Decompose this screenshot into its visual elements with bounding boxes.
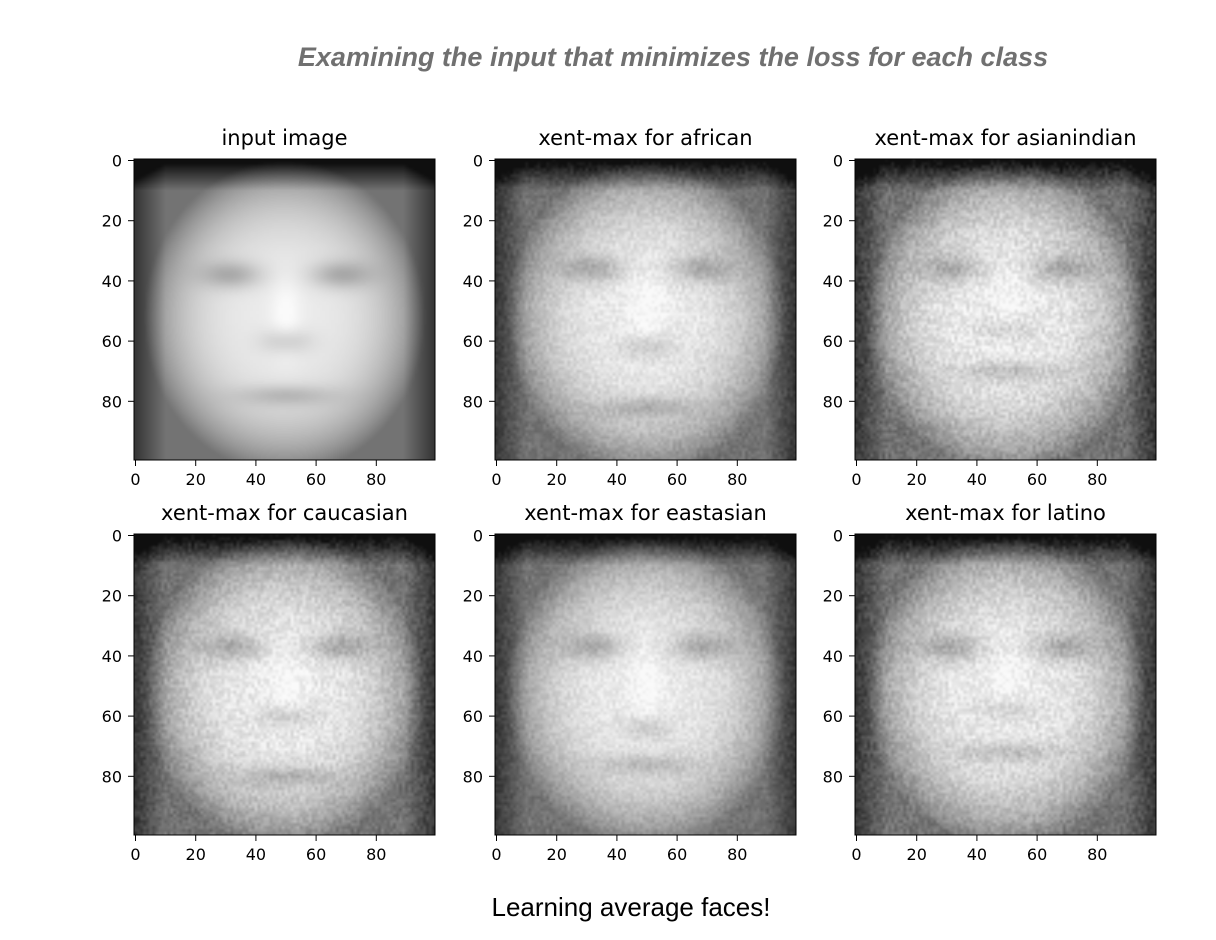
x-tick-label: 60 [306,470,326,489]
x-tick-label: 40 [246,470,266,489]
y-tick-label: 80 [823,767,843,786]
y-tick-label: 80 [823,392,843,411]
y-tick-label: 60 [463,332,483,351]
y-tick-label: 60 [102,707,122,726]
x-tick-label: 80 [366,845,386,864]
face-panel: xent-max for latino 0 20 40 60 80 0 20 40 60 80 [823,501,1157,864]
panel-title: xent-max for caucasian [161,501,408,525]
y-tick-label: 40 [823,647,843,666]
x-tick-label: 20 [547,845,567,864]
x-tick-label: 60 [1027,470,1047,489]
y-tick-label: 80 [102,392,122,411]
x-tick-label: 80 [1087,845,1107,864]
panel-title: xent-max for eastasian [524,501,767,525]
x-tick-label: 20 [186,470,206,489]
y-tick-label: 20 [463,587,483,606]
x-tick-label: 0 [491,470,501,489]
face-image [134,159,435,460]
axes-frame [133,533,436,836]
y-tick-label: 0 [473,152,483,171]
y-tick-label: 40 [823,272,843,291]
x-tick-label: 0 [851,470,861,489]
x-tick-label: 0 [130,845,140,864]
y-tick-label: 40 [102,647,122,666]
x-tick-label: 0 [491,845,501,864]
x-tick-label: 20 [907,845,927,864]
face-panel: xent-max for asianindian 0 20 40 60 80 0 20 40 60… [823,126,1157,489]
face-image [855,159,1156,460]
y-tick-label: 80 [463,767,483,786]
y-tick-label: 20 [823,587,843,606]
axes-frame [494,158,797,461]
y-tick-label: 40 [102,272,122,291]
y-tick-label: 20 [102,212,122,231]
axes-frame [133,158,436,461]
y-tick-label: 80 [463,392,483,411]
x-tick-label: 40 [607,845,627,864]
y-tick-label: 60 [102,332,122,351]
x-tick-label: 0 [130,470,140,489]
y-tick-label: 60 [823,707,843,726]
face-panel: xent-max for caucasian 0 20 40 60 80 0 20 40 60 80 [102,501,436,864]
y-tick-label: 20 [463,212,483,231]
y-tick-label: 60 [823,332,843,351]
x-tick-label: 0 [851,845,861,864]
face-panel: xent-max for african 0 20 40 60 80 0 20 40 60 80 [463,126,797,489]
axes-frame [854,533,1157,836]
x-tick-label: 20 [186,845,206,864]
face-panel: xent-max for eastasian 0 20 40 60 80 0 20 40 60 80 [463,501,797,864]
axes-frame [854,158,1157,461]
face-image [495,534,796,835]
y-tick-label: 0 [112,152,122,171]
panel-title: xent-max for latino [905,501,1106,525]
x-tick-label: 20 [907,470,927,489]
panel-title: xent-max for asianindian [874,126,1136,150]
figure-caption: Learning average faces! [491,892,771,922]
axes-frame [494,533,797,836]
panel-title: xent-max for african [538,126,752,150]
x-tick-label: 40 [246,845,266,864]
x-tick-label: 80 [727,845,747,864]
x-tick-label: 60 [667,845,687,864]
face-image [134,534,435,835]
face-image [855,534,1156,835]
x-tick-label: 40 [607,470,627,489]
x-tick-label: 60 [1027,845,1047,864]
y-tick-label: 0 [473,527,483,546]
x-tick-label: 80 [1087,470,1107,489]
y-tick-label: 40 [463,647,483,666]
x-tick-label: 80 [366,470,386,489]
x-tick-label: 60 [306,845,326,864]
y-tick-label: 0 [112,527,122,546]
y-tick-label: 0 [833,527,843,546]
x-tick-label: 20 [547,470,567,489]
face-panel: input image 0 20 40 60 80 0 20 40 60 80 [102,126,436,489]
x-tick-label: 60 [667,470,687,489]
y-tick-label: 80 [102,767,122,786]
y-tick-label: 60 [463,707,483,726]
x-tick-label: 80 [727,470,747,489]
y-tick-label: 40 [463,272,483,291]
y-tick-label: 0 [833,152,843,171]
y-tick-label: 20 [823,212,843,231]
panel-title: input image [221,126,347,150]
figure-headline: Examining the input that minimizes the l… [297,42,1049,72]
face-image [495,159,796,460]
x-tick-label: 40 [967,845,987,864]
y-tick-label: 20 [102,587,122,606]
x-tick-label: 40 [967,470,987,489]
